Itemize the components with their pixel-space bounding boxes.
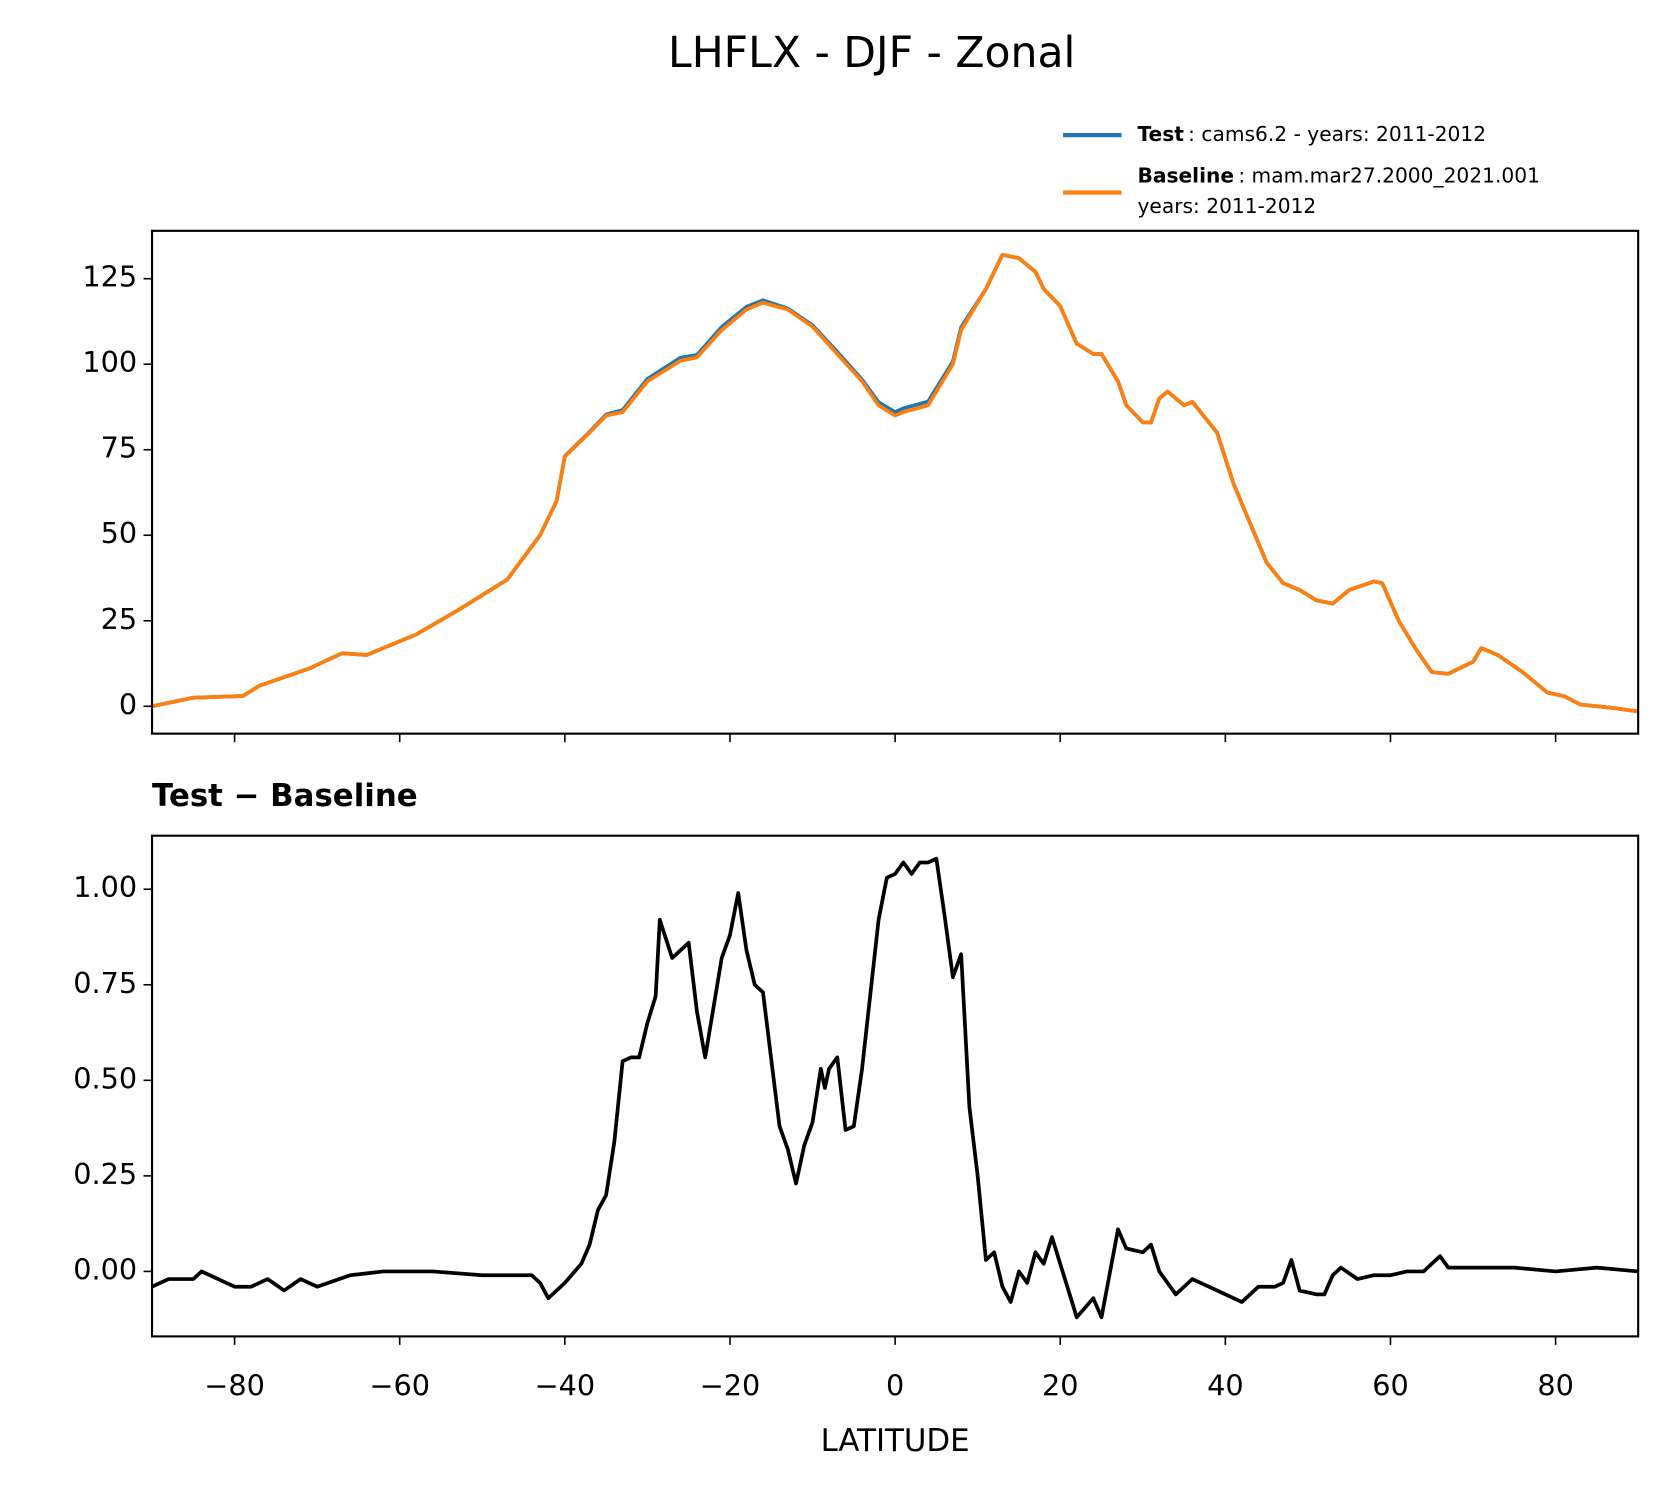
suptitle: LHFLX - DJF - Zonal (668, 29, 1075, 78)
legend-name: Baseline (1137, 163, 1234, 187)
legend-description: : mam.mar27.2000_2021.001 (1238, 163, 1540, 187)
y-tick-label: 100 (82, 345, 137, 379)
x-tick-label: 80 (1537, 1368, 1574, 1402)
series-line (152, 856, 1639, 1320)
legend-name: Test (1137, 122, 1184, 146)
y-tick-label: 0 (119, 687, 137, 721)
legend-description: : cams6.2 - years: 2011-2012 (1188, 122, 1486, 146)
legend-label: Test: cams6.2 - years: 2011-2012 (1137, 122, 1486, 146)
y-tick-label: 0.50 (73, 1061, 137, 1095)
x-tick-label: 40 (1207, 1368, 1244, 1402)
y-tick-label: 0.00 (73, 1252, 137, 1286)
x-axis-label: LATITUDE (821, 1423, 970, 1459)
x-tick-label: 20 (1042, 1368, 1079, 1402)
x-tick-label: −20 (700, 1368, 761, 1402)
y-tick-label: 75 (101, 431, 138, 465)
y-tick-label: 25 (101, 602, 138, 636)
series-line (152, 252, 1639, 714)
y-tick-label: 0.75 (73, 966, 137, 1000)
legend-label: Baseline: mam.mar27.2000_2021.001 (1137, 163, 1539, 187)
x-tick-label: 0 (886, 1368, 904, 1402)
legend-description: years: 2011-2012 (1137, 194, 1316, 218)
x-tick-label: −60 (369, 1368, 430, 1402)
x-tick-label: 60 (1372, 1368, 1409, 1402)
x-tick-label: −40 (535, 1368, 596, 1402)
axes-title: Test − Baseline (152, 778, 418, 814)
axes-frame (150, 834, 1640, 1338)
axes-frame (150, 229, 1640, 735)
y-tick-label: 1.00 (73, 870, 137, 904)
y-tick-label: 0.25 (73, 1157, 137, 1191)
series-line (152, 252, 1639, 714)
y-tick-label: 125 (82, 260, 137, 294)
y-tick-label: 50 (101, 516, 138, 550)
x-tick-label: −80 (204, 1368, 265, 1402)
